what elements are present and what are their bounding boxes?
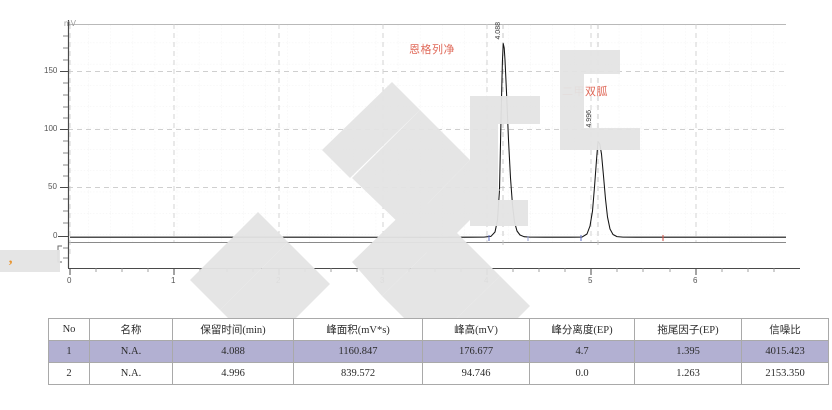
x-tick-label-6: 6 [693, 276, 698, 285]
table-header-row: No 名称 保留时间(min) 峰面积(mV*s) 峰高(mV) 峰分离度(EP… [48, 318, 829, 341]
stray-orange-mark: ’ [8, 258, 13, 274]
cell-tailing-factor: 1.395 [634, 340, 742, 363]
column-header-no[interactable]: No [48, 318, 90, 341]
y-tick-label-100: 100 [44, 124, 58, 133]
peak-annotation-empagliflozin: 恩格列净 [409, 44, 455, 56]
y-tick-label-0: 0 [53, 231, 58, 240]
y-tick-label-50: 50 [48, 182, 57, 191]
column-header-name[interactable]: 名称 [89, 318, 173, 341]
peak-annotation-metformin: 二甲双胍 [562, 86, 608, 98]
x-tick-label-4: 4 [484, 276, 489, 285]
x-tick-label-3: 3 [380, 276, 385, 285]
cell-peak-area: 1160.847 [293, 340, 423, 363]
y-tick-label-150: 150 [44, 66, 58, 75]
column-header-peak-area[interactable]: 峰面积(mV*s) [293, 318, 423, 341]
cell-name: N.A. [89, 362, 173, 385]
cell-peak-area: 839.572 [293, 362, 423, 385]
cell-resolution: 0.0 [529, 362, 635, 385]
column-header-tailing-factor[interactable]: 拖尾因子(EP) [634, 318, 742, 341]
cell-signal-to-noise: 2153.350 [741, 362, 829, 385]
x-tick-label-1: 1 [171, 276, 176, 285]
x-tick-label-2: 2 [276, 276, 281, 285]
peak-retention-label-1: 4.088 [495, 22, 502, 40]
peak-results-table[interactable]: No 名称 保留时间(min) 峰面积(mV*s) 峰高(mV) 峰分离度(EP… [48, 318, 829, 385]
cell-peak-height: 176.677 [422, 340, 530, 363]
peak-retention-label-2: 4.996 [586, 110, 593, 128]
cell-no: 2 [48, 362, 90, 385]
x-tick-label-5: 5 [588, 276, 593, 285]
cell-peak-height: 94.746 [422, 362, 530, 385]
x-tick-label-0: 0 [67, 276, 72, 285]
cell-name: N.A. [89, 340, 173, 363]
column-header-signal-to-noise[interactable]: 信噪比 [741, 318, 829, 341]
table-row[interactable]: 2 N.A. 4.996 839.572 94.746 0.0 1.263 21… [48, 362, 829, 385]
y-axis-unit-label: mV [64, 19, 76, 28]
table-row[interactable]: 1 N.A. 4.088 1160.847 176.677 4.7 1.395 … [48, 340, 829, 363]
cell-resolution: 4.7 [529, 340, 635, 363]
cell-tailing-factor: 1.263 [634, 362, 742, 385]
chromatogram-panel[interactable]: mV 150 100 50 0 0 1 2 3 4 5 6 恩格列净 二甲双胍 … [0, 0, 832, 300]
cell-retention-time: 4.088 [172, 340, 294, 363]
cell-retention-time: 4.996 [172, 362, 294, 385]
cell-no: 1 [48, 340, 90, 363]
cell-signal-to-noise: 4015.423 [741, 340, 829, 363]
column-header-resolution[interactable]: 峰分离度(EP) [529, 318, 635, 341]
column-header-retention-time[interactable]: 保留时间(min) [172, 318, 294, 341]
column-header-peak-height[interactable]: 峰高(mV) [422, 318, 530, 341]
